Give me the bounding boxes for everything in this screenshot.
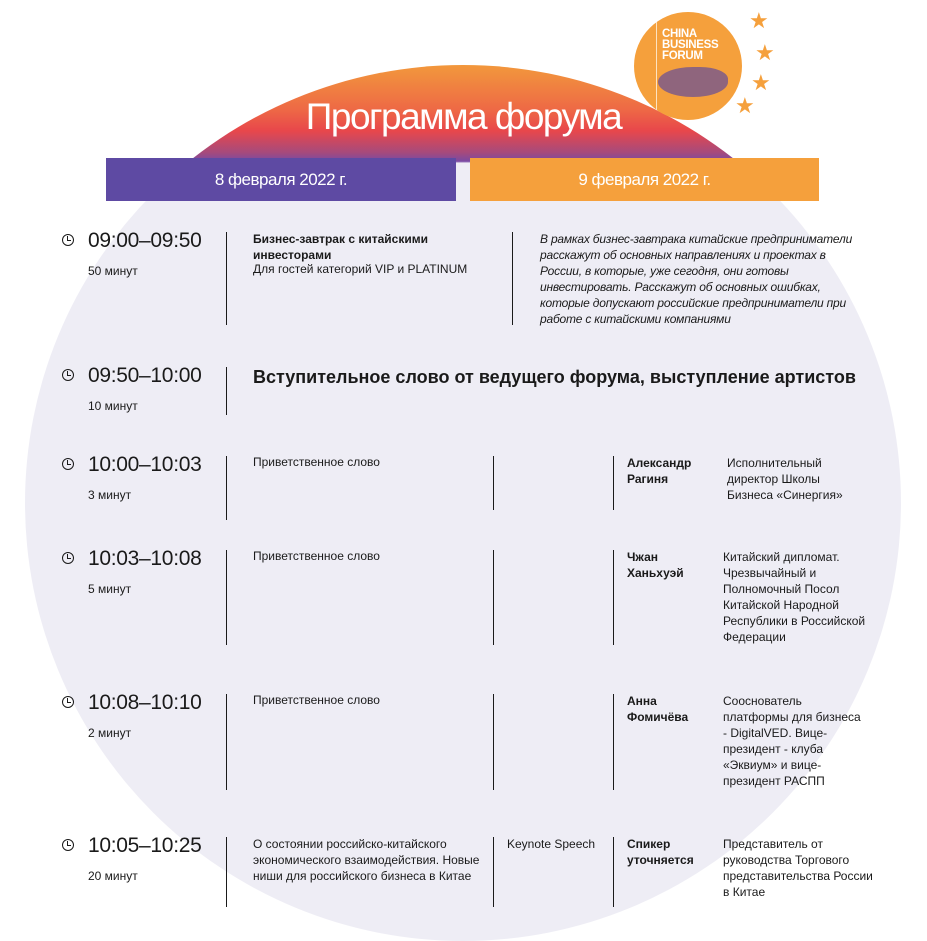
logo-line [656,22,657,112]
session-title: Приветственное слово [253,455,380,469]
clock-icon [62,552,74,564]
logo-text: CHINA BUSINESS FORUM [662,28,719,62]
star-icon: ★ [735,93,755,118]
session-description: В рамках бизнес-завтрака китайские предп… [540,232,853,326]
speaker-name: Спикер уточняется [627,837,694,867]
background-circle [25,65,901,941]
session-title: Приветственное слово [253,693,380,707]
speaker-role: Представитель от руководства Торгового п… [723,837,873,899]
session-duration: 2 минут [88,726,132,740]
star-icon: ★ [751,70,771,95]
speaker-role: Сооснователь платформы для бизнеса - Dig… [723,694,861,788]
session-time: 10:00–10:03 [88,453,202,476]
divider [493,694,495,790]
divider [613,550,615,645]
speaker-name: Чжан Ханьхуэй [627,550,684,580]
china-business-forum-logo: CHINA BUSINESS FORUM [634,12,742,120]
speaker-name: Александр Рагиня [627,456,692,486]
divider [613,837,615,907]
session-title: О состоянии российско-китайского экономи… [253,837,480,883]
divider [493,550,495,645]
speaker-role: Китайский дипломат. Чрезвычайный и Полно… [723,550,866,644]
clock-icon [62,839,74,851]
session-time: 09:00–09:50 [88,229,202,252]
divider [226,456,228,520]
session-duration: 50 минут [88,264,138,278]
session-title: Вступительное слово от ведущего форума, … [253,367,856,387]
tab-day-1[interactable]: 8 февраля 2022 г. [106,158,456,201]
session-title: Приветственное слово [253,549,380,563]
star-icon: ★ [755,40,775,65]
divider [226,550,228,645]
session-duration: 5 минут [88,582,132,596]
session-time: 10:05–10:25 [88,834,202,857]
session-time: 10:03–10:08 [88,547,202,570]
session-title: Бизнес-завтрак с китайскими инвесторами [253,232,428,262]
tab-day-2[interactable]: 9 февраля 2022 г. [470,158,819,201]
divider [226,232,228,325]
divider [226,367,228,415]
star-icon: ★ [749,8,769,33]
clock-icon [62,234,74,246]
clock-icon [62,458,74,470]
divider [226,837,228,907]
divider [493,837,495,907]
page-title: Программа форума [305,96,623,137]
clock-icon [62,696,74,708]
divider [512,232,514,325]
divider [613,694,615,790]
session-duration: 3 минут [88,488,132,502]
clock-icon [62,369,74,381]
session-time: 10:08–10:10 [88,691,202,714]
divider [226,694,228,790]
speaker-role: Исполнительный директор Школы Бизнеса «С… [727,456,843,502]
speaker-name: Анна Фомичёва [627,694,689,724]
logo-illustration [658,67,728,97]
session-time: 09:50–10:00 [88,364,202,387]
divider [613,456,615,510]
divider [493,456,495,510]
session-subtitle: Для гостей категорий VIP и PLATINUM [253,262,468,276]
session-duration: 20 минут [88,869,138,883]
session-duration: 10 минут [88,399,138,413]
session-format: Keynote Speech [507,837,596,851]
